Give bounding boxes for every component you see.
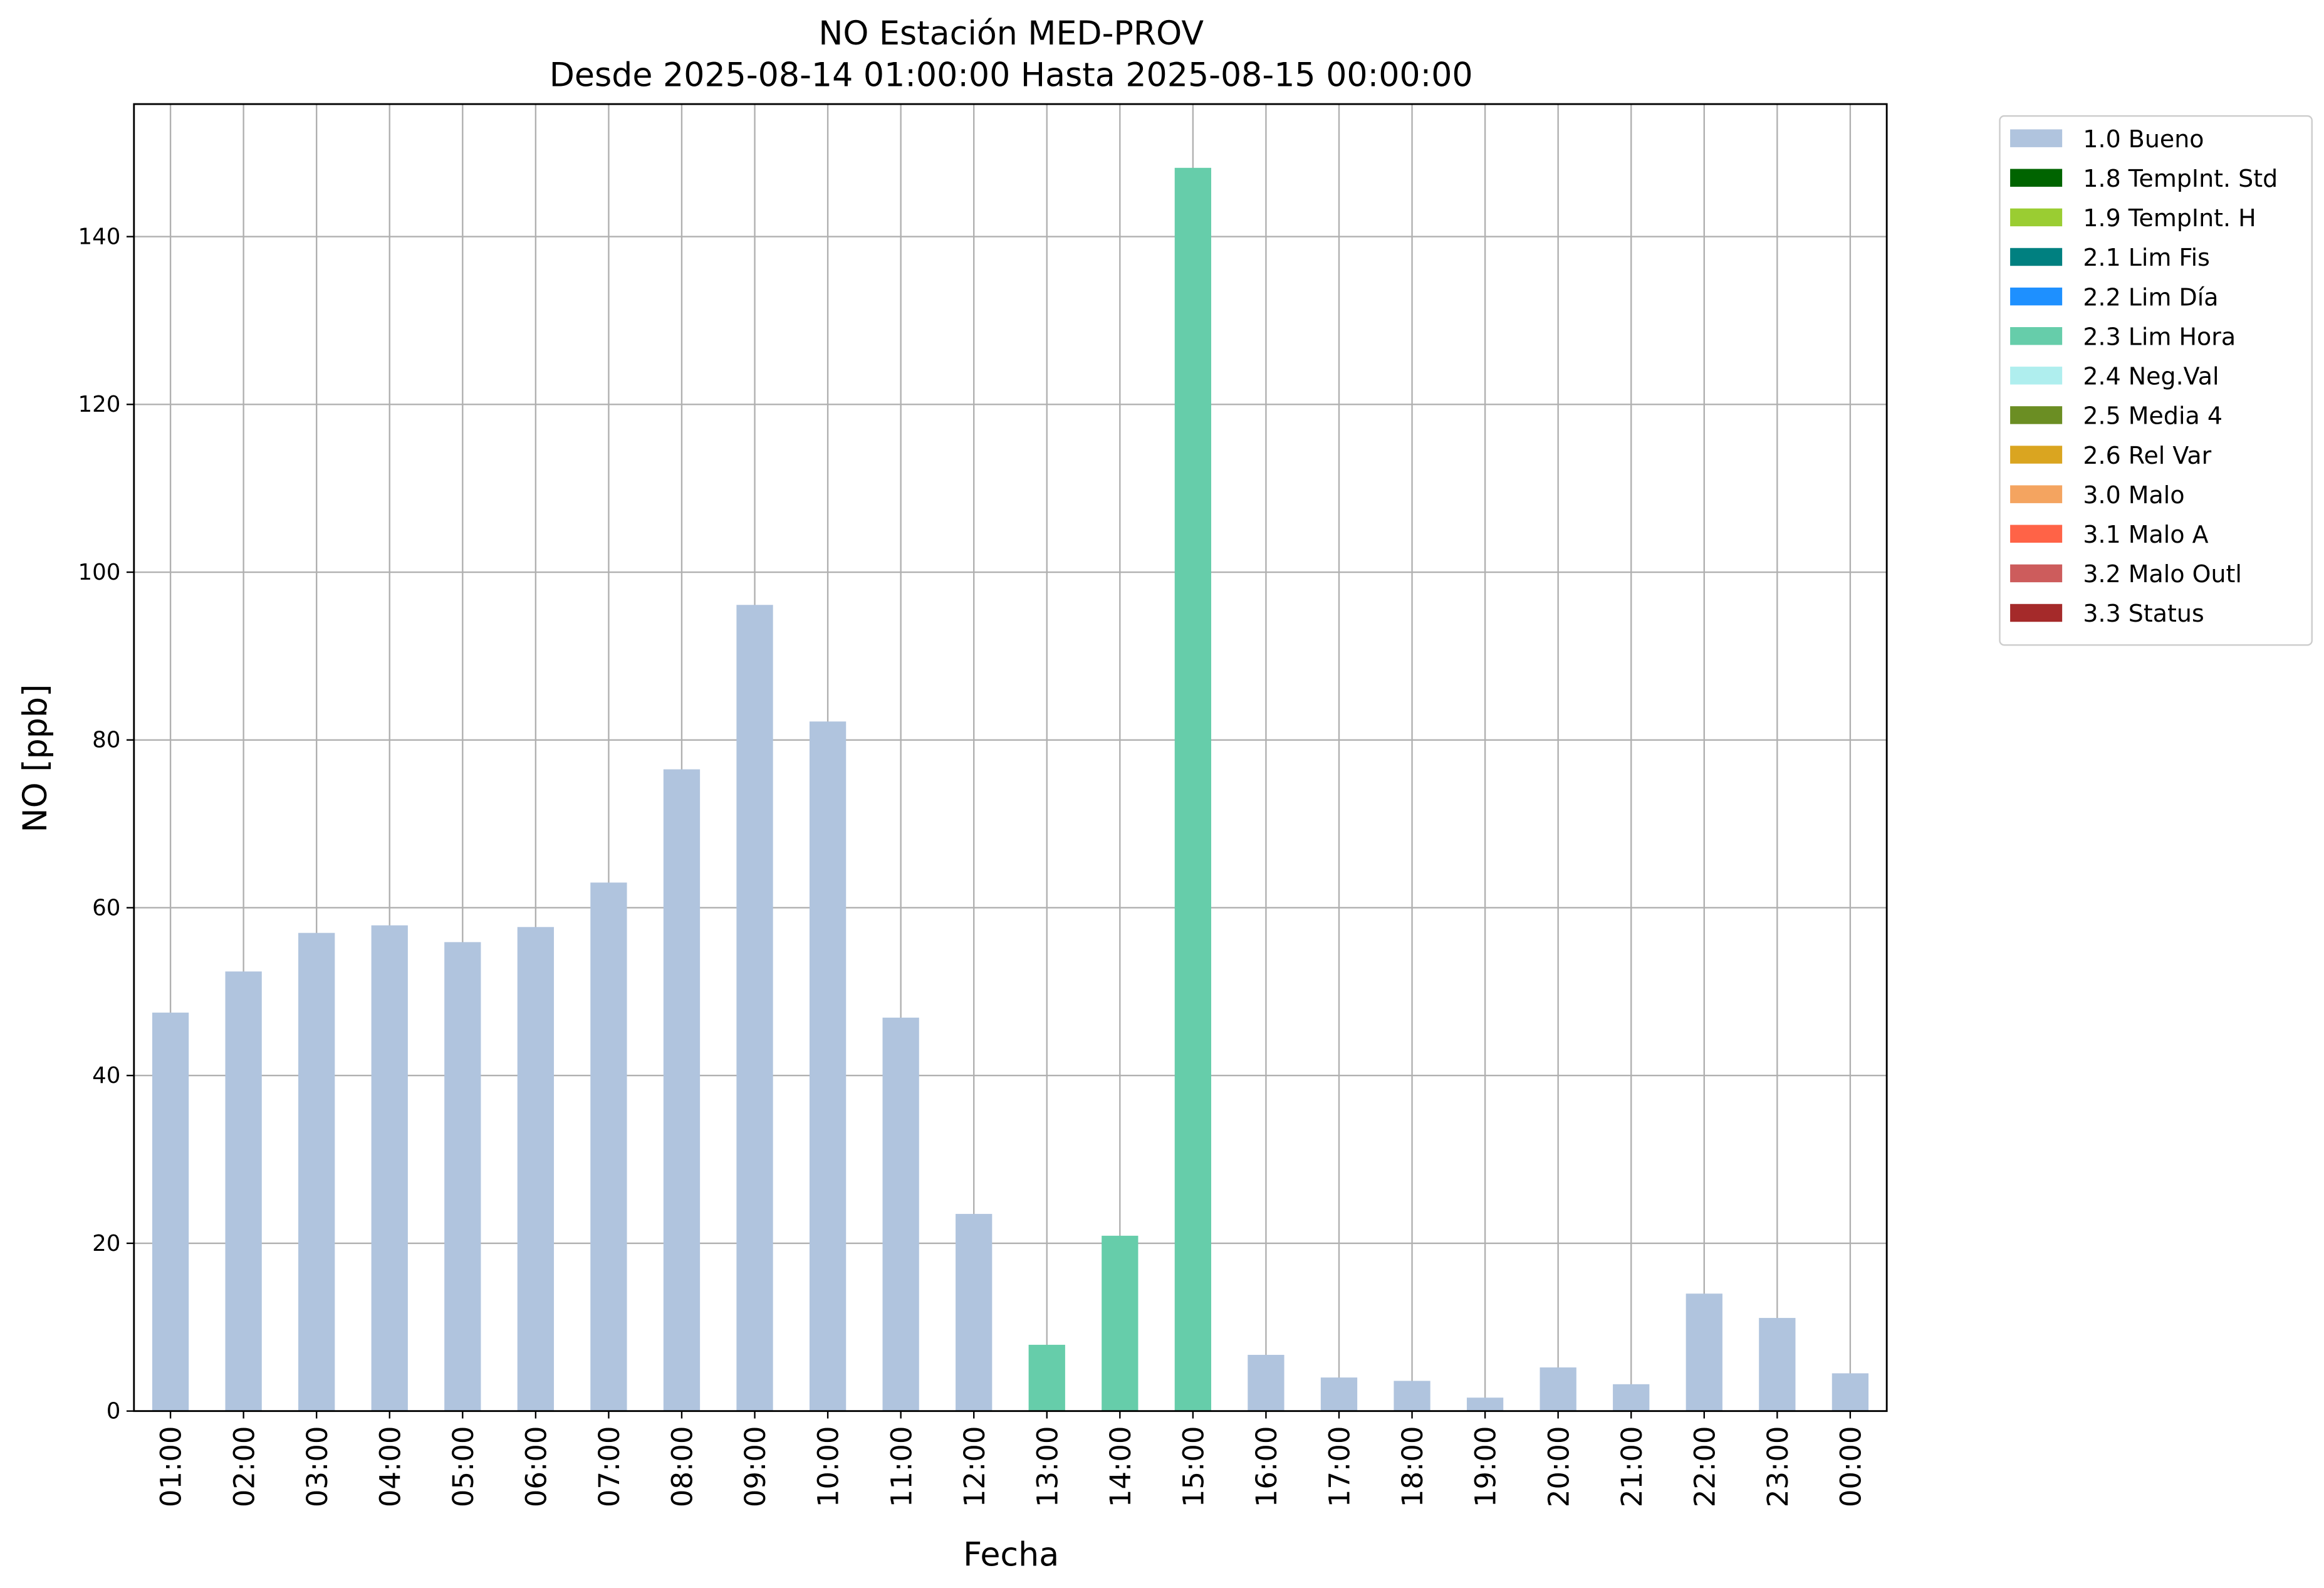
legend-swatch: [2010, 603, 2063, 622]
x-tick-label: 14:00: [1104, 1426, 1137, 1507]
bar: [1759, 1318, 1796, 1411]
bar: [1102, 1235, 1139, 1411]
x-tick-label: 17:00: [1323, 1426, 1357, 1507]
x-tick-label: 16:00: [1250, 1426, 1283, 1507]
y-tick-label: 120: [78, 392, 121, 417]
legend-swatch: [2010, 406, 2063, 424]
legend-box: [1999, 115, 2313, 646]
y-tick-label: 80: [92, 728, 120, 753]
y-tick-label: 100: [78, 560, 121, 585]
legend-label: 2.5 Media 4: [2083, 402, 2222, 430]
bar: [882, 1017, 919, 1411]
bar: [298, 932, 335, 1411]
legend-swatch: [2010, 208, 2063, 227]
legend-swatch: [2010, 326, 2063, 345]
x-tick-label: 00:00: [1835, 1426, 1868, 1507]
bar: [1320, 1377, 1358, 1411]
bar: [1174, 167, 1212, 1411]
legend-swatch: [2010, 525, 2063, 543]
legend-label: 3.3 Status: [2083, 600, 2204, 627]
bar: [1394, 1381, 1430, 1411]
y-tick-label: 140: [78, 224, 121, 249]
bar: [1686, 1293, 1722, 1411]
x-tick-label: 21:00: [1615, 1426, 1649, 1507]
legend-swatch: [2010, 564, 2063, 583]
bar: [152, 1012, 189, 1411]
plot-frame: [133, 103, 1888, 1413]
legend-label: 3.2 Malo Outl: [2083, 560, 2242, 588]
bar: [956, 1214, 993, 1411]
bar: [1832, 1373, 1869, 1411]
legend-swatch: [2010, 248, 2063, 266]
x-tick-label: 20:00: [1542, 1426, 1575, 1507]
bar: [809, 721, 847, 1411]
x-tick-label: 08:00: [666, 1426, 699, 1507]
legend-swatch: [2010, 169, 2063, 187]
y-tick-label: 60: [92, 895, 120, 921]
x-tick-label: 02:00: [227, 1426, 261, 1507]
chart-title: NO Estación MED-PROV: [818, 15, 1204, 53]
x-axis-label: Fecha: [963, 1536, 1059, 1574]
legend-swatch: [2010, 446, 2063, 464]
legend-label: 2.2 Lim Día: [2083, 283, 2218, 311]
x-tick-label: 22:00: [1688, 1426, 1721, 1507]
x-tick-label: 11:00: [885, 1426, 918, 1507]
bar: [1248, 1354, 1284, 1411]
bar: [663, 769, 701, 1411]
legend-label: 3.1 Malo A: [2083, 521, 2208, 548]
chart-subtitle: Desde 2025-08-14 01:00:00 Hasta 2025-08-…: [550, 57, 1473, 95]
bar: [1613, 1384, 1650, 1411]
bar: [736, 605, 773, 1411]
y-axis-label: NO [ppb]: [17, 684, 55, 833]
x-tick-label: 12:00: [958, 1426, 991, 1507]
bar: [444, 942, 481, 1411]
x-tick-label: 09:00: [739, 1426, 772, 1507]
legend-label: 2.6 Rel Var: [2083, 442, 2211, 469]
x-tick-label: 19:00: [1469, 1426, 1503, 1507]
x-tick-label: 07:00: [593, 1426, 626, 1507]
y-tick-label: 20: [92, 1231, 120, 1256]
legend-label: 2.4 Neg.Val: [2083, 363, 2219, 390]
legend-swatch: [2010, 287, 2063, 306]
bar: [590, 882, 627, 1411]
legend-label: 2.1 Lim Fis: [2083, 244, 2210, 271]
legend-label: 2.3 Lim Hora: [2083, 323, 2236, 350]
x-tick-label: 13:00: [1031, 1426, 1064, 1507]
x-tick-label: 03:00: [301, 1426, 334, 1507]
x-tick-label: 06:00: [519, 1426, 553, 1507]
legend-label: 1.8 TempInt. Std: [2083, 165, 2278, 192]
x-tick-label: 10:00: [812, 1426, 845, 1507]
x-tick-label: 05:00: [447, 1426, 480, 1507]
x-tick-label: 23:00: [1761, 1426, 1795, 1507]
x-tick-label: 18:00: [1396, 1426, 1429, 1507]
legend-swatch: [2010, 485, 2063, 503]
bar: [1028, 1344, 1065, 1411]
x-tick-label: 01:00: [155, 1426, 188, 1507]
bar: [225, 971, 262, 1411]
y-tick-label: 0: [107, 1399, 121, 1424]
legend-label: 1.9 TempInt. H: [2083, 204, 2256, 232]
x-tick-label: 15:00: [1177, 1426, 1210, 1507]
legend-label: 3.0 Malo: [2083, 481, 2184, 509]
legend-swatch: [2010, 129, 2063, 147]
legend-swatch: [2010, 367, 2063, 385]
x-tick-label: 04:00: [373, 1426, 407, 1507]
bar: [371, 925, 408, 1411]
legend-label: 1.0 Bueno: [2083, 125, 2204, 153]
bar: [1466, 1397, 1504, 1411]
bar: [517, 927, 555, 1411]
bar: [1540, 1367, 1576, 1411]
y-tick-label: 40: [92, 1063, 120, 1089]
